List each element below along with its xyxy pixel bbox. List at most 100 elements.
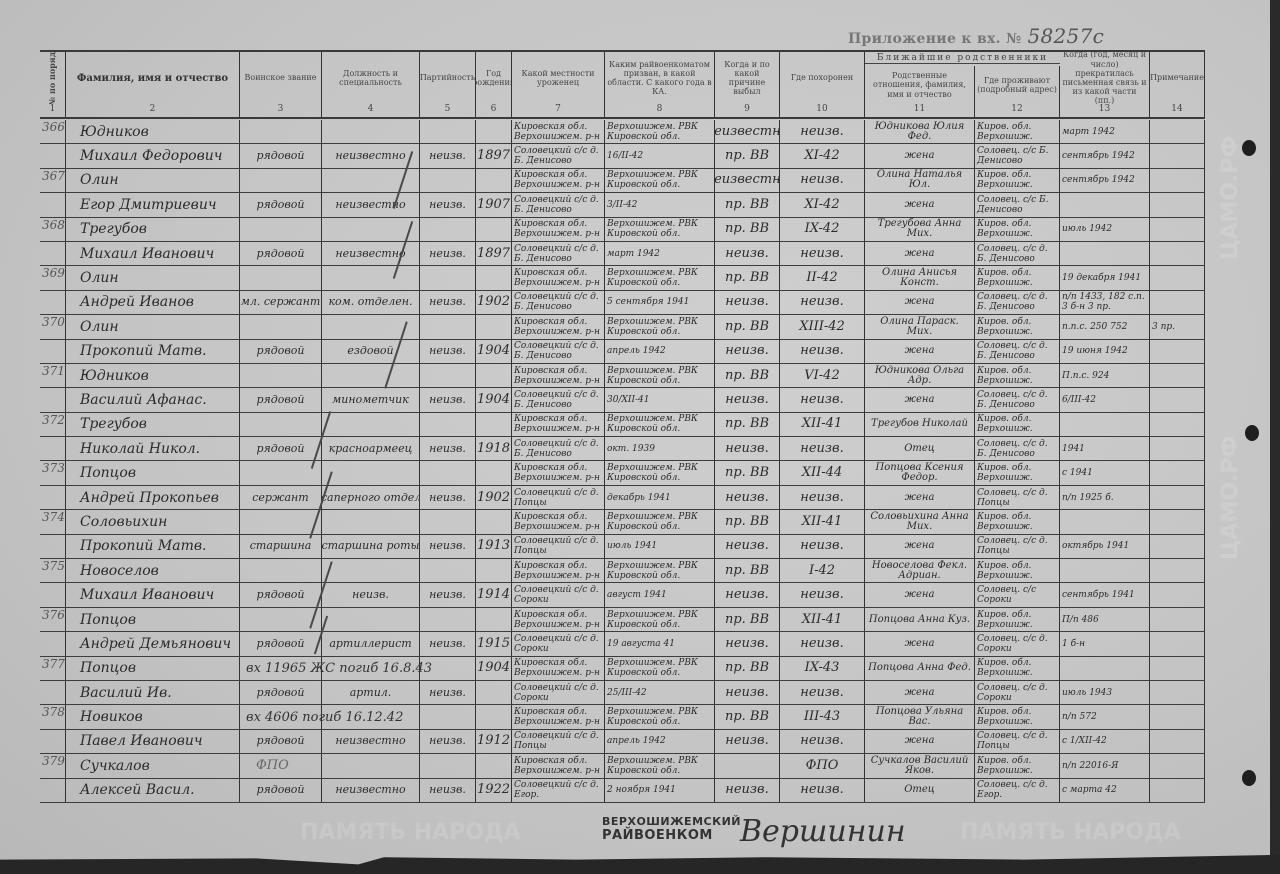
cell-col-9: пр. ВВ: [715, 193, 780, 217]
cell-col-1: [40, 485, 66, 510]
cell-col-14: [1150, 729, 1205, 754]
records-table: 366 Юдников Кировская обл. Верхошижем. р-н…: [40, 120, 1205, 803]
record-row-details: Михаил Иванович рядовой неизв. неизв. 1914 Со…: [40, 583, 1205, 608]
cell-col-3: рядовой: [240, 632, 322, 656]
record-row-details: Михаил Иванович рядовой неизвестно неизв. 18…: [40, 241, 1205, 267]
watermark: ПАМЯТЬ НАРОДА: [960, 820, 1181, 845]
column-number: 8: [605, 104, 715, 117]
cell-col-13: [1060, 656, 1150, 680]
record-row-surname: 368 Трегубов Кировская обл. Верхошижем. р-…: [40, 217, 1205, 242]
cell-col-10: II-42: [780, 266, 865, 290]
cell-col-4: неизвестно: [322, 778, 420, 802]
column-number: 7: [512, 104, 605, 117]
cell-col-7: Кировская обл. Верхошижем. р-н: [512, 754, 605, 778]
cell-col-12: Киров. обл. Верхошиж.: [975, 461, 1060, 485]
cell-col-2: Василий Афанас.: [66, 388, 240, 412]
cell-col-14: [1150, 461, 1205, 485]
cell-col-2: Трегубов: [66, 217, 240, 241]
column-header-3: Воинское звание: [240, 52, 322, 104]
record-row-surname: 369 Олин Кировская обл. Верхошижем. р-н Вер…: [40, 266, 1205, 291]
cell-col-14: [1150, 388, 1205, 412]
cell-col-10: неизв.: [780, 534, 865, 559]
cell-col-12: Соловец. с/с д. Попцы: [975, 485, 1060, 510]
cell-col-12: Соловец. с/с д. Б. Денисово: [975, 388, 1060, 412]
cell-col-3: [240, 656, 322, 680]
cell-col-9: неизв.: [715, 290, 780, 315]
column-header-4: Должность и специальность: [322, 52, 420, 104]
cell-col-7: Соловецкий с/с д. Сороки: [512, 583, 605, 607]
cell-col-2: Егор Дмитриевич: [66, 193, 240, 217]
cell-col-3: [240, 559, 322, 583]
cell-col-11: жена: [865, 729, 975, 754]
cell-col-10: неизв.: [780, 290, 865, 315]
column-header-13: Когда (год, месяц и число) прекратилась …: [1060, 52, 1150, 104]
cell-col-2: Михаил Иванович: [66, 241, 240, 266]
cell-col-2: Юдников: [66, 120, 240, 144]
cell-col-9: пр. ВВ: [715, 510, 780, 534]
cell-col-14: [1150, 144, 1205, 168]
column-header-8: Каким райвоенкоматом призван, в какой об…: [605, 52, 715, 104]
column-header-label: Каким райвоенкоматом призван, в какой об…: [607, 59, 712, 97]
cell-col-8: Верхошижем. РВК Кировской обл.: [605, 510, 715, 534]
cell-col-3: рядовой: [240, 583, 322, 607]
cell-col-1: 367: [40, 168, 66, 193]
cell-col-9: пр. ВВ: [715, 315, 780, 339]
cell-col-1: [40, 388, 66, 412]
cell-col-11: жена: [865, 485, 975, 510]
cell-col-6: 1897: [476, 144, 512, 168]
column-header-14: Примечание: [1150, 52, 1205, 104]
record-row-details: Василий Ив. рядовой артил. неизв. Соловецкий…: [40, 680, 1205, 706]
cell-col-7: Кировская обл. Верхошижем. р-н: [512, 363, 605, 388]
cell-col-7: Соловецкий с/с д. Попцы: [512, 485, 605, 510]
cell-col-12: Соловец. с/с д. Б. Денисово: [975, 290, 1060, 315]
cell-col-1: [40, 680, 66, 705]
cell-col-12: Соловец. с/с Б. Денисово: [975, 144, 1060, 168]
cell-col-10: неизв.: [780, 168, 865, 193]
cell-col-5: [420, 559, 476, 583]
cell-col-1: [40, 632, 66, 656]
cell-col-8: апрель 1942: [605, 339, 715, 363]
cell-col-3: [240, 412, 322, 437]
appendix-heading: Приложение к вх. № 58257с: [848, 24, 1104, 48]
cell-col-6: [476, 412, 512, 437]
column-header-label: Какой местности уроженец: [521, 68, 595, 87]
cell-col-8: 3/II-42: [605, 193, 715, 217]
cell-col-14: [1150, 705, 1205, 729]
cell-col-13: с марта 42: [1060, 778, 1150, 802]
cell-col-10: XI-42: [780, 144, 865, 168]
cell-col-1: 370: [40, 315, 66, 339]
cell-col-12: Киров. обл. Верхошиж.: [975, 754, 1060, 778]
cell-col-12: Киров. обл. Верхошиж.: [975, 315, 1060, 339]
cell-col-10: XIII-42: [780, 315, 865, 339]
cell-col-2: Андрей Иванов: [66, 290, 240, 315]
cell-col-14: [1150, 363, 1205, 388]
cell-col-6: [476, 607, 512, 632]
cell-col-13: 6/III-42: [1060, 388, 1150, 412]
cell-col-6: 1904: [476, 339, 512, 363]
cell-col-4: [322, 412, 420, 437]
cell-col-3: рядовой: [240, 388, 322, 412]
cell-col-7: Кировская обл. Верхошижем. р-н: [512, 607, 605, 632]
column-number: 3: [240, 104, 322, 117]
cell-col-1: 376: [40, 607, 66, 632]
cell-col-1: [40, 778, 66, 802]
cell-col-1: [40, 729, 66, 754]
cell-col-13: сентябрь 1941: [1060, 583, 1150, 607]
cell-col-4: неизв.: [322, 583, 420, 607]
cell-col-8: август 1941: [605, 583, 715, 607]
cell-col-3: [240, 363, 322, 388]
cell-col-11: жена: [865, 144, 975, 168]
cell-col-7: Кировская обл. Верхошижем. р-н: [512, 656, 605, 680]
column-header-1: №№ по порядку: [40, 52, 66, 104]
record-row-surname: 376 Попцов Кировская обл. Верхошижем. р-н В…: [40, 607, 1205, 633]
cell-col-11: Юдникова Ольга Адр.: [865, 363, 975, 388]
punch-hole: [1242, 140, 1256, 156]
cell-col-10: VI-42: [780, 363, 865, 388]
cell-col-14: [1150, 412, 1205, 437]
cell-col-11: жена: [865, 534, 975, 559]
column-header-label: Где похоронен: [790, 73, 854, 83]
appendix-label: Приложение к вх. №: [848, 31, 1022, 47]
cell-col-13: июль 1942: [1060, 217, 1150, 241]
cell-col-2: Михаил Федорович: [66, 144, 240, 168]
cell-col-6: 1897: [476, 241, 512, 266]
